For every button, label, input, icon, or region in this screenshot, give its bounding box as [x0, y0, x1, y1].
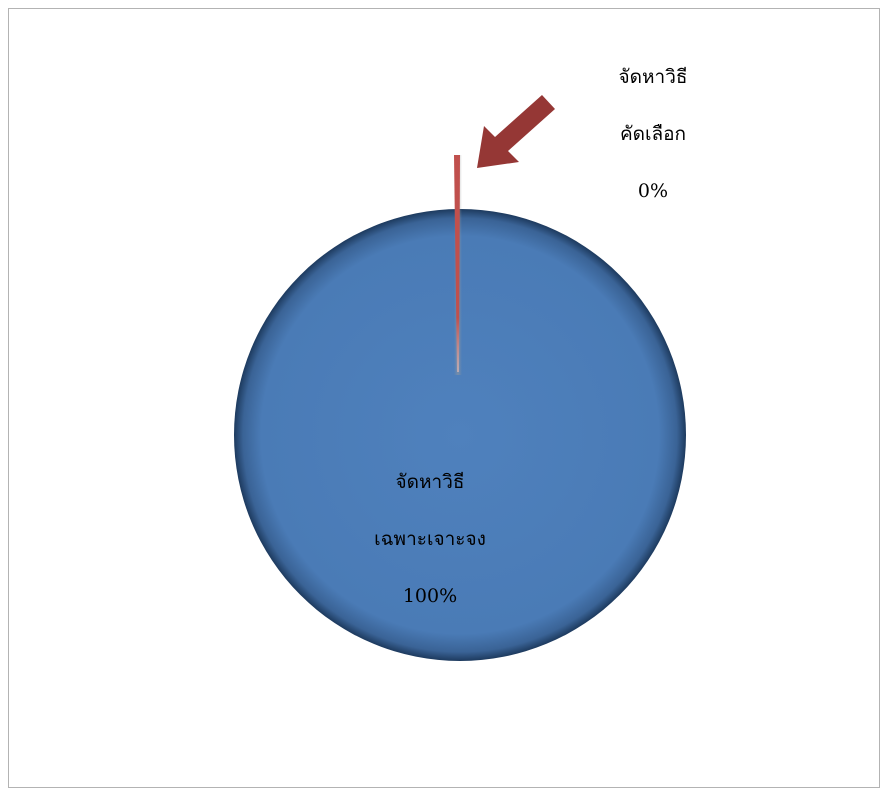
- pie-slice-specific-method: [234, 209, 686, 661]
- slice-label-selection-line1: จัดหาวิธี: [618, 66, 688, 88]
- callout-arrow: [477, 95, 555, 168]
- slice-label-selection-percent: 0%: [637, 180, 669, 202]
- slice-label-specific-line2: เฉพาะเจาะจง: [374, 528, 486, 550]
- slice-label-specific-percent: 100%: [402, 585, 458, 607]
- slice-label-selection: จัดหาวิธี คัดเลือก 0%: [593, 65, 713, 236]
- slice-label-specific: จัดหาวิธี เฉพาะเจาะจง 100%: [345, 470, 515, 641]
- slice-label-specific-line1: จัดหาวิธี: [395, 471, 465, 493]
- slice-label-selection-line2: คัดเลือก: [619, 123, 687, 145]
- pie-slice-selection-method: [454, 155, 460, 372]
